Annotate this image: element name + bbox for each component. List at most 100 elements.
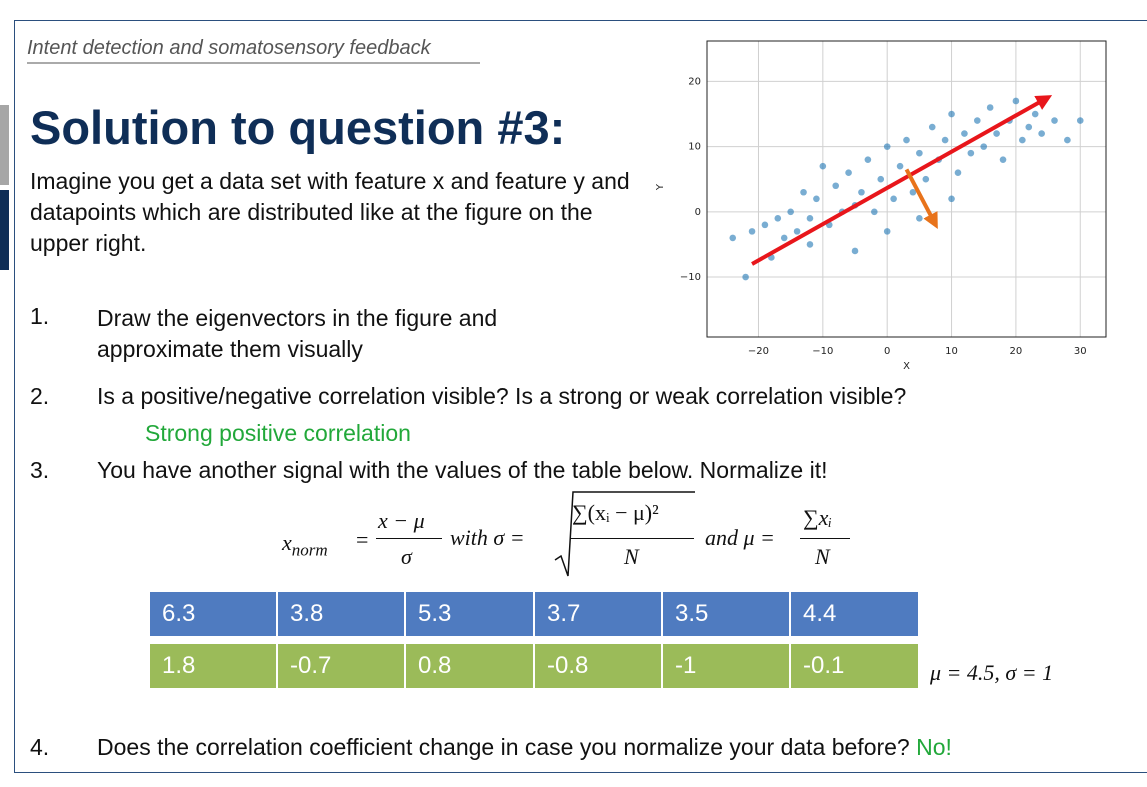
table-cell: 3.7 bbox=[535, 592, 663, 636]
point bbox=[916, 149, 923, 157]
point bbox=[961, 130, 968, 137]
table-cell: 4.4 bbox=[791, 592, 920, 636]
topic: Intent detection and somatosensory feedb… bbox=[27, 37, 480, 64]
point bbox=[877, 175, 885, 183]
formula-sub: norm bbox=[291, 540, 328, 560]
point bbox=[780, 234, 788, 242]
point bbox=[761, 221, 769, 229]
point bbox=[909, 188, 917, 196]
point bbox=[1025, 123, 1033, 131]
point bbox=[928, 123, 936, 131]
point bbox=[845, 169, 852, 177]
point bbox=[1012, 97, 1020, 105]
point bbox=[993, 130, 1000, 137]
point bbox=[851, 247, 859, 255]
point bbox=[793, 228, 801, 235]
point bbox=[774, 215, 782, 222]
point bbox=[986, 104, 994, 111]
table-cell: 3.5 bbox=[663, 592, 791, 636]
formula-den: N bbox=[624, 544, 639, 569]
table-cell: 6.3 bbox=[150, 592, 278, 636]
point bbox=[1064, 136, 1071, 144]
point bbox=[954, 169, 962, 177]
point bbox=[903, 136, 910, 144]
table-cell: 1.8 bbox=[150, 644, 278, 688]
point bbox=[871, 208, 878, 216]
question-text: Does the correlation coefficient change … bbox=[97, 734, 910, 760]
question-number: 2. bbox=[30, 383, 50, 409]
y-tick-label: 0 bbox=[695, 207, 701, 218]
question-number: 3. bbox=[30, 457, 50, 483]
point bbox=[896, 162, 904, 170]
sqrt-sign bbox=[554, 491, 695, 577]
x-tick-label: 10 bbox=[945, 346, 958, 357]
point bbox=[806, 215, 814, 222]
formula-num: x − μ bbox=[378, 508, 425, 533]
point bbox=[883, 143, 891, 150]
question-number: 1. bbox=[30, 303, 50, 329]
y-axis-label: Y bbox=[655, 183, 666, 191]
table-cell: -1 bbox=[663, 644, 791, 688]
question-text: Is a positive/negative correlation visib… bbox=[97, 383, 907, 409]
sqrt-line bbox=[554, 491, 695, 577]
x-tick-label: 20 bbox=[1010, 346, 1023, 357]
point bbox=[787, 208, 794, 216]
table-result: μ = 4.5, σ = 1 bbox=[930, 660, 1054, 685]
side-bar bbox=[0, 105, 9, 185]
point bbox=[883, 228, 891, 235]
formula-den: N bbox=[815, 544, 830, 569]
formula-text: with σ = bbox=[450, 525, 525, 550]
point bbox=[1031, 110, 1039, 118]
x-tick-label: −20 bbox=[748, 346, 769, 357]
point bbox=[948, 110, 955, 118]
table-cell: 0.8 bbox=[406, 644, 535, 688]
point bbox=[916, 215, 923, 222]
table-cell: -0.1 bbox=[791, 644, 920, 688]
formula-den: σ bbox=[401, 544, 412, 569]
point bbox=[748, 228, 756, 235]
point bbox=[941, 136, 949, 144]
point bbox=[864, 156, 872, 163]
x-tick-label: 30 bbox=[1074, 346, 1087, 357]
point bbox=[980, 143, 988, 150]
table-cell: -0.7 bbox=[278, 644, 406, 688]
question-text: Draw the eigenvectors in the figure and … bbox=[97, 305, 498, 362]
table-cell: 5.3 bbox=[406, 592, 535, 636]
point bbox=[729, 234, 737, 242]
point bbox=[742, 273, 749, 281]
point bbox=[813, 195, 820, 203]
answer: No! bbox=[916, 734, 952, 760]
point bbox=[922, 175, 930, 183]
x-axis-label: X bbox=[903, 361, 910, 372]
plot-frame bbox=[706, 40, 1107, 338]
point bbox=[858, 188, 865, 196]
y-tick-label: 20 bbox=[688, 76, 701, 87]
point bbox=[1038, 130, 1045, 137]
formula-text: and μ = bbox=[705, 525, 775, 550]
scatter-chart: −20 −10 0 10 20 30 −10 0 10 20 X Y bbox=[655, 40, 1107, 372]
y-tick-label: 10 bbox=[688, 142, 701, 153]
point bbox=[806, 241, 814, 248]
point bbox=[948, 195, 955, 203]
formula-eq: = bbox=[356, 527, 369, 552]
point bbox=[890, 195, 897, 203]
point bbox=[800, 188, 807, 196]
table-cell: -0.8 bbox=[535, 644, 663, 688]
point bbox=[832, 182, 840, 190]
question-text: Does the correlation coefficient change … bbox=[97, 734, 952, 761]
slide-frame bbox=[14, 20, 1147, 773]
formula-num: ∑xᵢ bbox=[803, 505, 832, 530]
slide-title: Solution to question #3: bbox=[30, 101, 566, 154]
x-tick-label: 0 bbox=[884, 346, 890, 357]
point bbox=[1019, 136, 1026, 144]
point bbox=[967, 149, 975, 157]
question-text: You have another signal with the values … bbox=[97, 457, 828, 483]
eigenvector-arrow bbox=[904, 168, 938, 229]
fraction-line bbox=[376, 538, 442, 539]
x-tick-label: −10 bbox=[812, 346, 833, 357]
point bbox=[1076, 117, 1084, 124]
eigenvector-arrow bbox=[751, 95, 1053, 266]
point bbox=[999, 156, 1007, 163]
formula-num: ∑(xᵢ − μ)² bbox=[572, 500, 659, 525]
